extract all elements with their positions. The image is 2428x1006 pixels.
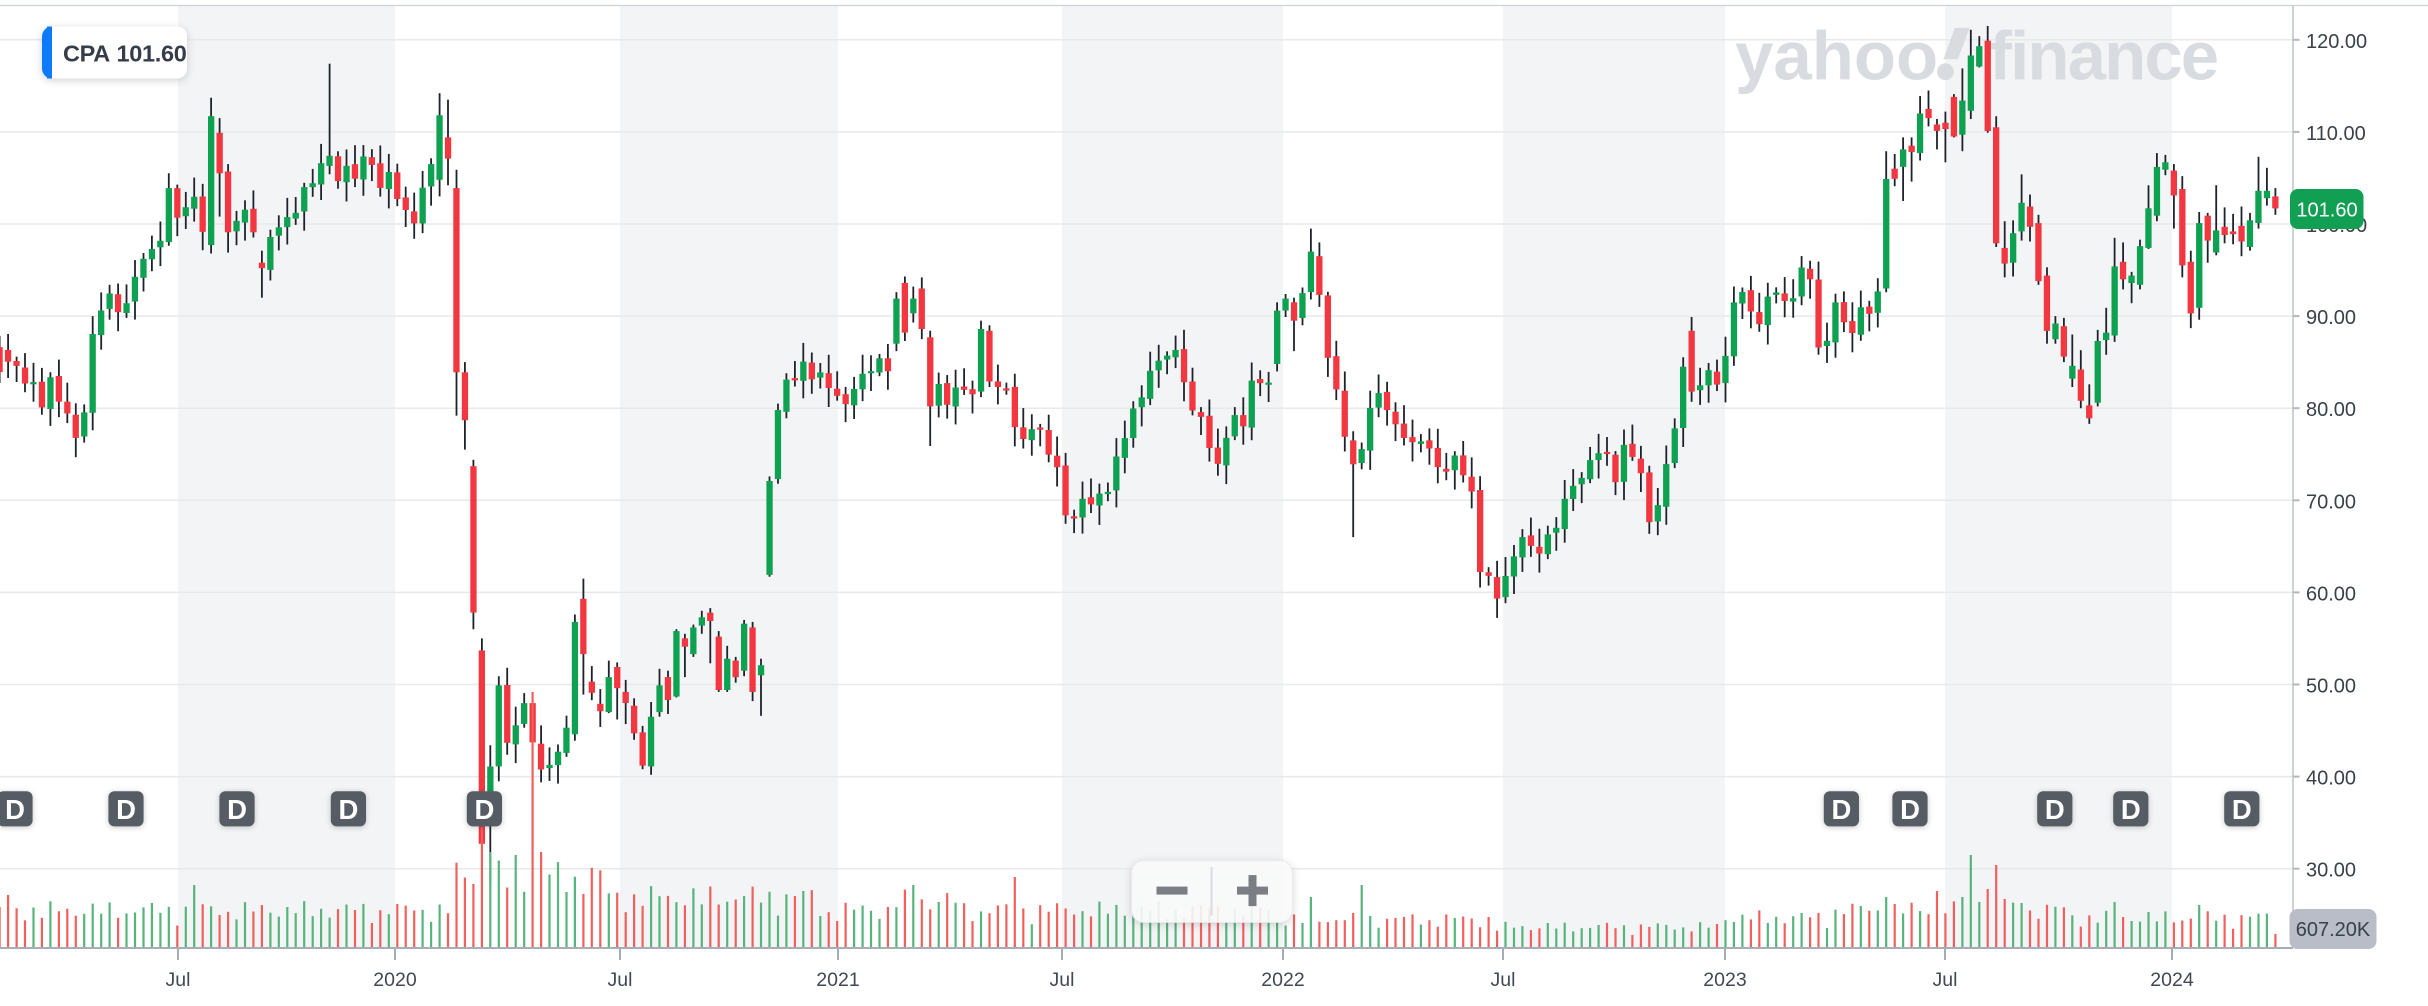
- svg-text:70.00: 70.00: [2306, 491, 2356, 513]
- svg-text:110.00: 110.00: [2306, 123, 2366, 145]
- svg-text:90.00: 90.00: [2306, 307, 2356, 329]
- svg-text:Jul: Jul: [1933, 969, 1958, 991]
- svg-text:D: D: [227, 794, 247, 825]
- svg-text:80.00: 80.00: [2306, 399, 2356, 421]
- svg-text:CPA: CPA: [63, 41, 110, 67]
- svg-text:607.20K: 607.20K: [2296, 919, 2371, 941]
- svg-text:D: D: [474, 794, 494, 825]
- svg-text:D: D: [1831, 794, 1851, 825]
- svg-text:2022: 2022: [1261, 969, 1304, 991]
- svg-text:yahoo: yahoo: [1735, 18, 1938, 95]
- svg-text:D: D: [2121, 794, 2141, 825]
- svg-text:2020: 2020: [373, 969, 417, 991]
- svg-text:D: D: [2232, 794, 2252, 825]
- svg-text:D: D: [116, 794, 136, 825]
- svg-text:101.60: 101.60: [117, 41, 187, 67]
- svg-text:Jul: Jul: [166, 969, 191, 991]
- svg-text:D: D: [338, 794, 358, 825]
- svg-text:40.00: 40.00: [2306, 768, 2356, 790]
- svg-text:Jul: Jul: [1050, 969, 1075, 991]
- svg-text:Jul: Jul: [1491, 969, 1516, 991]
- svg-text:30.00: 30.00: [2306, 860, 2356, 882]
- svg-text:2023: 2023: [1703, 969, 1746, 991]
- svg-text:D: D: [5, 794, 25, 825]
- svg-text:2024: 2024: [2150, 969, 2194, 991]
- svg-text:2021: 2021: [816, 969, 859, 991]
- svg-text:101.60: 101.60: [2296, 200, 2357, 222]
- svg-text:120.00: 120.00: [2306, 31, 2367, 53]
- svg-text:60.00: 60.00: [2306, 583, 2356, 605]
- svg-text:finance: finance: [1989, 18, 2218, 95]
- svg-text:Jul: Jul: [608, 969, 633, 991]
- svg-text:50.00: 50.00: [2306, 676, 2356, 698]
- svg-text:D: D: [2045, 794, 2065, 825]
- svg-text:D: D: [1900, 794, 1920, 825]
